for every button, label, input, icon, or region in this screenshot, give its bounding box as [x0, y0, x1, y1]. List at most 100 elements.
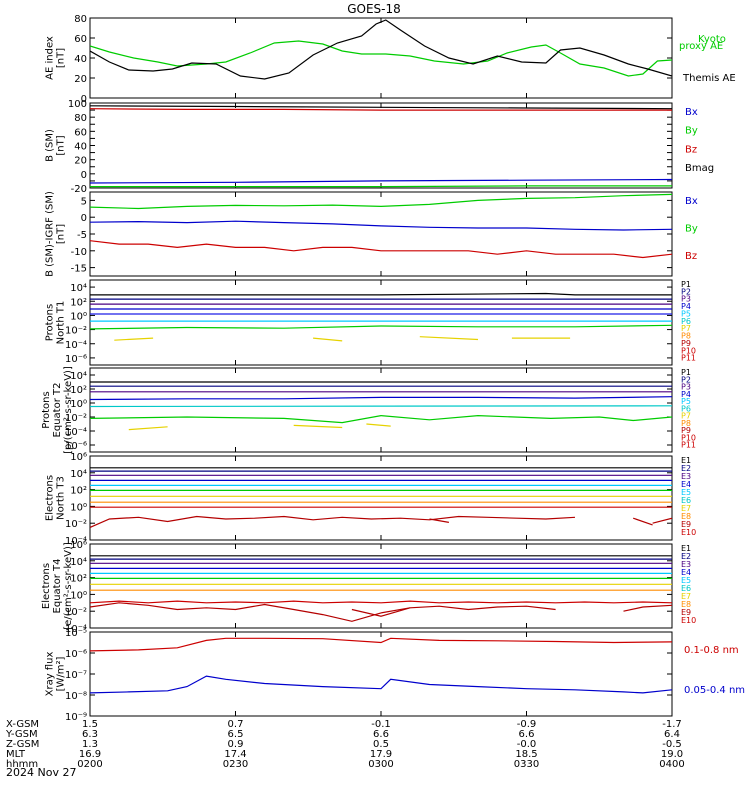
legend-entry: P2 [681, 375, 691, 384]
y-axis-label: [nT] [56, 224, 67, 244]
y-tick-label: 0 [81, 94, 87, 105]
ephemeris-value: 0400 [659, 759, 684, 770]
ephemeris-value: -0.1 [371, 719, 391, 730]
ephemeris-value: 1.3 [82, 739, 98, 750]
legend-entry: E8 [681, 512, 691, 521]
y-tick-label: 10⁴ [70, 371, 87, 382]
series-line-by [90, 185, 672, 188]
y-tick-label: 10⁻² [65, 519, 87, 530]
series-line-by [90, 193, 672, 210]
y-tick-label: 20 [74, 156, 87, 167]
y-tick-label: 100 [68, 99, 87, 110]
y-tick-label: 60 [74, 34, 87, 45]
ephemeris-value: -0.9 [517, 719, 537, 730]
legend-entry: Bmag [685, 163, 714, 174]
legend-entry: Bz [685, 251, 697, 262]
y-tick-label: 10⁻⁷ [65, 670, 87, 681]
series-group [90, 292, 672, 342]
legend-entry: P4 [681, 390, 691, 399]
panel-frame [89, 367, 673, 453]
y-axis-label: Electrons [41, 563, 52, 609]
y-axis-label: [nT] [56, 48, 67, 68]
legend-entry: P11 [681, 354, 696, 363]
legend-entry: E3 [681, 472, 691, 481]
legend-entry: E9 [681, 608, 691, 617]
series-line-p8 [419, 336, 479, 341]
series-line-e10b [652, 517, 672, 524]
legend-entry: P8 [681, 332, 691, 341]
legend-entry: E7 [681, 592, 691, 601]
ephemeris-value: 6.4 [664, 729, 680, 740]
series-line-bx [90, 178, 672, 184]
panel-8: 10⁻⁹ 10⁻⁸ 10⁻⁷ 10⁻⁶ 10⁻⁵ Xray flux [W/m²] 0.1-0… [45, 628, 746, 723]
ephemeris-value: 17.4 [224, 749, 246, 760]
y-axis-label: Equator T2 [52, 383, 63, 438]
legend-entry: E3 [681, 560, 691, 569]
series-group [90, 637, 672, 694]
y-tick-label: 10⁰ [70, 502, 87, 513]
series-line-bz [90, 240, 672, 259]
legend-entry: By [685, 224, 698, 235]
plot-title: GOES-18 [347, 2, 401, 16]
y-tick-label: 10⁶ [70, 452, 87, 463]
panel-frame [89, 279, 673, 366]
y-tick-label: 10⁴ [70, 469, 87, 480]
legend-entry: P9 [681, 426, 691, 435]
series-line-p8 [366, 423, 391, 427]
ephemeris-value: 0.7 [228, 719, 244, 730]
legend-entry: 0.05-0.4 nm [684, 685, 745, 696]
ephemeris-value: 18.5 [515, 749, 537, 760]
series-group [90, 105, 672, 188]
y-tick-label: 10² [70, 297, 87, 308]
series-line-p7 [90, 324, 672, 330]
legend-entry: P7 [681, 412, 691, 421]
y-axis-label: [p/(cm²-s-sr-keV)] [63, 366, 74, 454]
y-tick-label: -20 [71, 184, 87, 195]
panel-3: -15 -10 -5 0 5 B (SM)-IGRF (SM) [nT] Bx By Bz [45, 191, 698, 277]
ephemeris-value: 16.9 [79, 749, 101, 760]
series-group [90, 193, 672, 259]
legend-entry: P9 [681, 339, 691, 348]
y-tick-label: 10⁰ [70, 311, 87, 322]
panel-4: 10⁻⁶ 10⁻⁴ 10⁻² 10⁰ 10² 10⁴ Protons North T1 P1P2… [45, 279, 696, 366]
legend-entry: Themis AE [682, 73, 736, 84]
ephemeris-row-label: Y-GSM [5, 729, 38, 740]
legend-entry: P2 [681, 287, 691, 296]
y-tick-label: 10⁻⁸ [65, 691, 87, 702]
ephemeris-value: 6.5 [228, 729, 244, 740]
legend-entry: P3 [681, 383, 691, 392]
ephemeris-value: -0.5 [662, 739, 682, 750]
y-axis-label: North T3 [56, 476, 67, 520]
ephemeris-value: 0230 [223, 759, 248, 770]
ephemeris-value: 6.3 [82, 729, 98, 740]
series-line-e10b [633, 517, 653, 526]
legend-entry: E6 [681, 496, 691, 505]
y-tick-label: 10⁻² [65, 326, 87, 337]
y-axis-label: Protons [41, 391, 52, 428]
series-group [90, 19, 672, 80]
legend-entry: E2 [681, 552, 691, 561]
y-axis-label: B (SM) [45, 129, 56, 162]
series-line-kyoto-proxy-ae [90, 40, 672, 77]
ephemeris-row-label: hhmm [6, 759, 38, 770]
series-line-0-1-0-8-nm [90, 637, 672, 652]
series-line-0-05-0-4-nm [90, 675, 672, 694]
series-line-p8 [313, 337, 343, 342]
y-tick-label: 80 [74, 14, 87, 25]
panel-frame [89, 455, 673, 541]
series-line-bx [90, 220, 672, 231]
legend-entry: E4 [681, 480, 691, 489]
ephemeris-value: 19.0 [661, 749, 683, 760]
y-tick-label: 10⁰ [70, 399, 87, 410]
ephemeris-value: 0300 [368, 759, 393, 770]
legend-entry: P10 [681, 433, 696, 442]
y-tick-label: 10⁻⁶ [65, 649, 87, 660]
ephemeris-value: -1.7 [662, 719, 682, 730]
legend-entry: P5 [681, 309, 691, 318]
series-line-p4 [90, 396, 672, 401]
y-axis-label: North T1 [56, 301, 67, 345]
series-line-p1 [90, 292, 672, 296]
y-tick-label: 10⁻⁴ [65, 340, 87, 351]
y-axis-label: Protons [45, 304, 56, 341]
